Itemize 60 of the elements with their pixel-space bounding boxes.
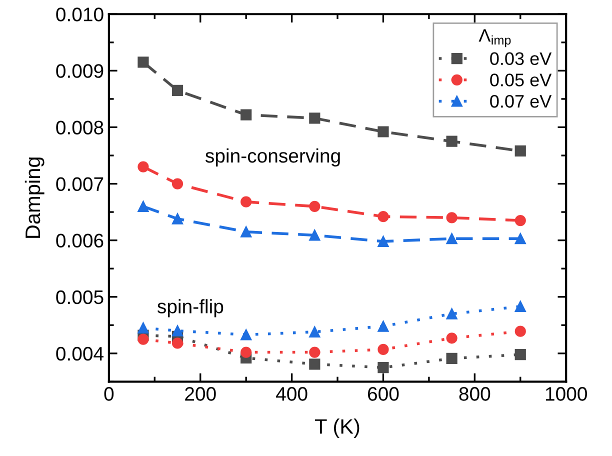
x-tick-label: 0: [104, 387, 114, 401]
point: [172, 84, 184, 96]
point: [240, 109, 252, 120]
point: [309, 230, 320, 241]
point: [172, 338, 184, 349]
y-tick-label: 0.004: [56, 346, 104, 361]
point: [514, 233, 526, 244]
point: [138, 334, 149, 345]
point: [138, 200, 149, 212]
point: [446, 136, 458, 147]
y-axis-title: Damping: [24, 158, 44, 238]
point: [309, 200, 320, 212]
point: [378, 362, 389, 374]
point: [378, 344, 389, 355]
point: [446, 212, 458, 224]
x-tick-label: 200: [185, 387, 216, 401]
point: [309, 326, 320, 338]
y-tick-label: 0.006: [56, 234, 104, 248]
point: [138, 56, 149, 68]
point: [138, 322, 149, 334]
point: [172, 213, 184, 224]
point: [240, 196, 252, 208]
x-tick-label: 1000: [546, 387, 587, 401]
legend-label: 0.03 eV: [490, 52, 552, 66]
x-tick-label: 800: [459, 387, 490, 401]
point: [138, 161, 149, 172]
point: [514, 326, 526, 337]
point: [309, 358, 320, 370]
y-tick-label: 0.007: [56, 177, 104, 192]
point: [378, 320, 389, 332]
y-tick-label: 0.008: [56, 120, 104, 134]
point: [514, 300, 526, 312]
point: [309, 346, 320, 358]
y-tick-label: 0.005: [56, 290, 104, 304]
x-axis-title: T (K): [315, 418, 360, 438]
annotation: spin-conserving: [205, 148, 340, 167]
y-tick-label: 0.010: [56, 8, 104, 22]
point: [309, 112, 320, 124]
x-tick-label: 400: [276, 387, 308, 401]
point: [172, 178, 184, 190]
point: [240, 346, 252, 358]
y-tick-label: 0.009: [56, 64, 104, 78]
point: [446, 233, 458, 244]
legend-label: 0.05 eV: [490, 74, 552, 86]
point: [378, 211, 389, 222]
point: [514, 145, 526, 157]
annotation: spin-flip: [157, 299, 224, 318]
point: [378, 236, 389, 247]
point: [240, 329, 252, 340]
point: [446, 308, 458, 320]
point: [172, 325, 184, 336]
x-tick-label: 600: [368, 387, 399, 401]
point: [240, 226, 252, 238]
point: [446, 332, 458, 344]
legend-label: 0.07 eV: [490, 94, 552, 108]
point: [446, 352, 458, 364]
point: [514, 214, 526, 226]
point: [378, 126, 389, 138]
point: [514, 348, 526, 360]
legend-title: Λ$_{imp}$: [478, 29, 511, 48]
